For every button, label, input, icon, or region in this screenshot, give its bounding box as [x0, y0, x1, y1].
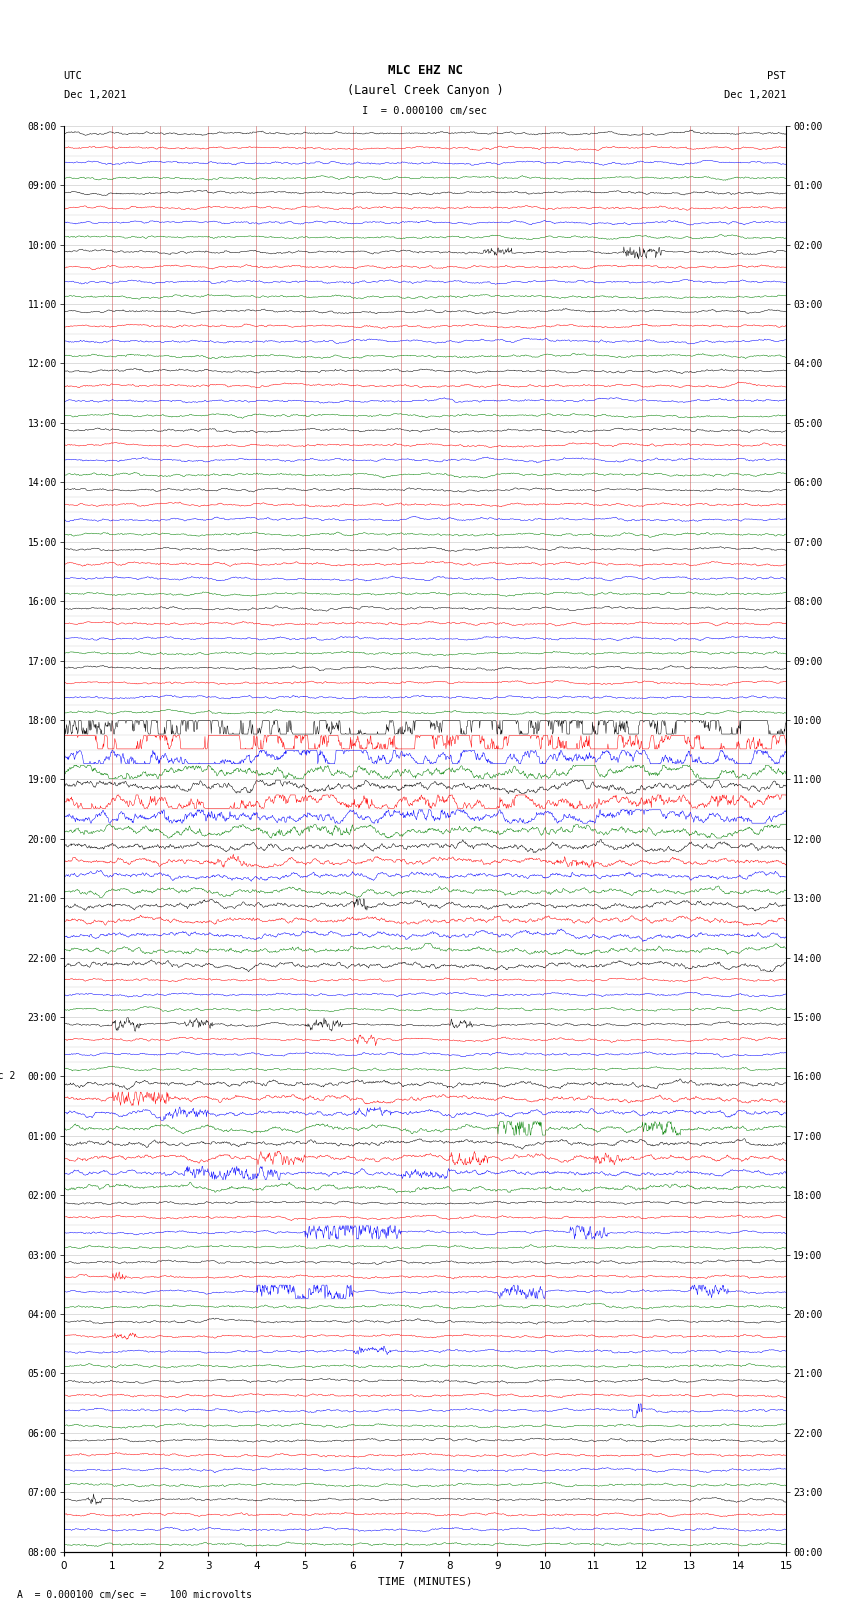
- Text: MLC EHZ NC: MLC EHZ NC: [388, 65, 462, 77]
- Text: PST: PST: [768, 71, 786, 81]
- Text: UTC: UTC: [64, 71, 82, 81]
- X-axis label: TIME (MINUTES): TIME (MINUTES): [377, 1576, 473, 1586]
- Text: Dec 1,2021: Dec 1,2021: [723, 90, 786, 100]
- Text: Dec 1,2021: Dec 1,2021: [64, 90, 127, 100]
- Text: Dec 2: Dec 2: [0, 1071, 15, 1081]
- Text: A  = 0.000100 cm/sec =    100 microvolts: A = 0.000100 cm/sec = 100 microvolts: [17, 1590, 252, 1600]
- Text: (Laurel Creek Canyon ): (Laurel Creek Canyon ): [347, 84, 503, 97]
- Text: I  = 0.000100 cm/sec: I = 0.000100 cm/sec: [362, 106, 488, 116]
